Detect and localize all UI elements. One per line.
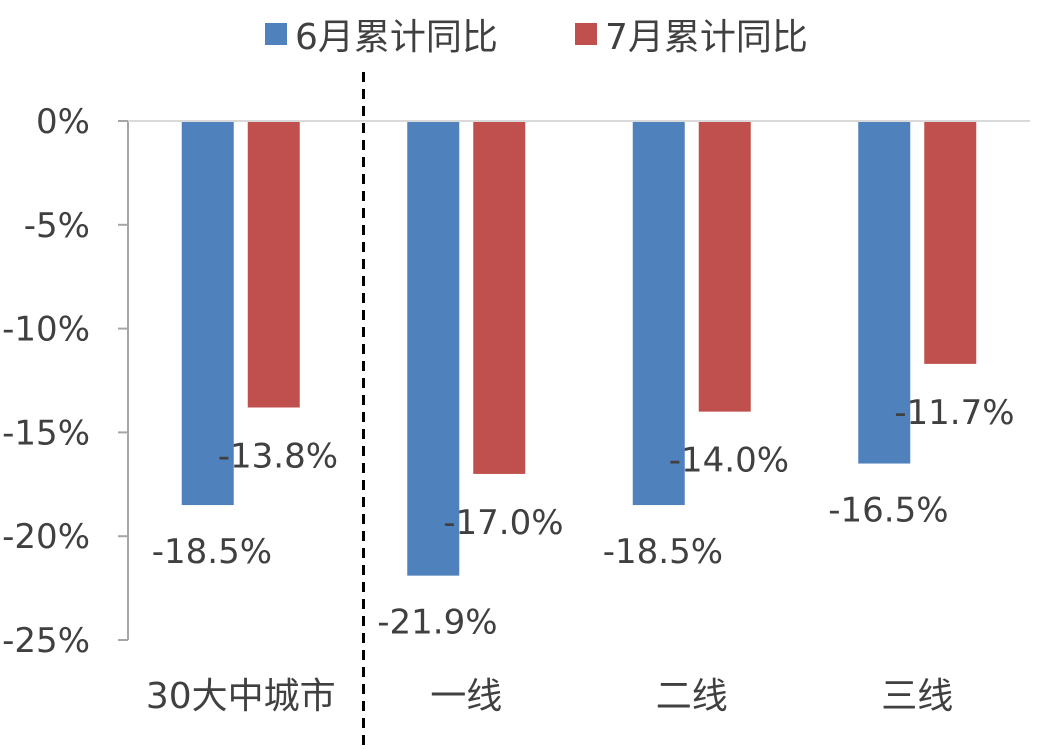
legend-label-july: 7月累计同比 bbox=[605, 17, 808, 58]
bar-june bbox=[181, 121, 234, 506]
bar-july bbox=[247, 121, 300, 408]
bar-june bbox=[632, 121, 685, 506]
x-category-label: 二线 bbox=[656, 676, 728, 717]
legend-label-june: 6月累计同比 bbox=[295, 17, 498, 58]
bar-july bbox=[473, 121, 526, 474]
legend: 6月累计同比 7月累计同比 bbox=[0, 8, 1061, 58]
legend-item-june: 6月累计同比 bbox=[265, 8, 498, 60]
bar-july bbox=[924, 121, 977, 364]
y-tick-label: -15% bbox=[2, 413, 90, 453]
data-label-june: -16.5% bbox=[828, 491, 948, 531]
bar-july bbox=[698, 121, 751, 412]
y-tick-label: -20% bbox=[2, 517, 90, 557]
x-category-label: 30大中城市 bbox=[146, 676, 336, 717]
y-tick-label: -5% bbox=[24, 206, 90, 246]
y-tick-label: 0% bbox=[36, 102, 90, 142]
data-label-july: -17.0% bbox=[443, 503, 563, 543]
data-label-july: -11.7% bbox=[894, 393, 1014, 433]
data-label-july: -13.8% bbox=[218, 436, 338, 476]
data-label-june: -18.5% bbox=[603, 532, 723, 572]
x-category-label: 一线 bbox=[430, 676, 502, 717]
data-label-june: -21.9% bbox=[377, 603, 497, 643]
legend-swatch-july bbox=[575, 23, 597, 45]
bar-june bbox=[858, 121, 911, 464]
legend-item-july: 7月累计同比 bbox=[575, 8, 808, 60]
bar-june bbox=[407, 121, 460, 576]
data-label-june: -18.5% bbox=[152, 532, 272, 572]
x-category-label: 三线 bbox=[881, 676, 953, 717]
legend-swatch-june bbox=[265, 23, 287, 45]
data-label-july: -14.0% bbox=[669, 441, 789, 481]
y-tick-label: -10% bbox=[2, 310, 90, 350]
y-tick-label: -25% bbox=[2, 621, 90, 661]
